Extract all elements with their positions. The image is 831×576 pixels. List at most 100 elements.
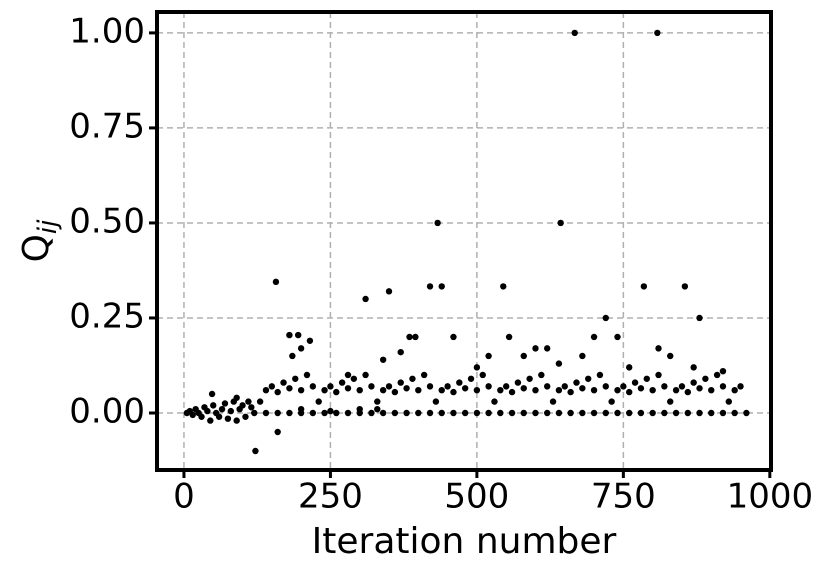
point [557, 219, 564, 227]
point [274, 409, 281, 417]
point [233, 394, 240, 401]
point [292, 375, 299, 382]
point [344, 409, 352, 417]
y-tick-label: 0.25 [69, 296, 145, 336]
point [579, 385, 586, 392]
point [590, 386, 598, 394]
point [473, 386, 481, 394]
point [637, 409, 645, 417]
point [672, 409, 680, 417]
point [303, 371, 311, 379]
point [649, 386, 656, 394]
point [631, 379, 639, 386]
point [549, 398, 557, 405]
point [262, 409, 270, 417]
point [456, 379, 463, 386]
point [227, 407, 235, 415]
point [252, 447, 259, 455]
point [684, 409, 692, 417]
point [294, 331, 302, 339]
point [532, 409, 539, 417]
point [485, 352, 492, 360]
point [344, 371, 352, 379]
point [702, 375, 709, 382]
point [579, 352, 586, 360]
point [218, 405, 226, 413]
point [444, 383, 451, 390]
point [719, 367, 727, 375]
point [661, 383, 668, 390]
point [520, 352, 527, 360]
point [696, 314, 703, 322]
point [626, 409, 633, 417]
point [620, 383, 627, 390]
point [661, 409, 668, 417]
point [708, 409, 715, 417]
point [309, 409, 317, 417]
point [286, 331, 293, 339]
point [297, 405, 305, 413]
y-tick-label: 0.00 [69, 391, 145, 431]
y-axis-label-main: Q [16, 234, 57, 262]
point [640, 283, 648, 290]
point [479, 371, 486, 379]
y-tick-label: 1.00 [69, 11, 145, 51]
point [538, 371, 545, 379]
point [280, 379, 287, 386]
point [248, 404, 255, 411]
point [450, 409, 457, 417]
point [532, 345, 539, 352]
point [210, 402, 217, 409]
point [327, 407, 334, 415]
point [571, 29, 578, 37]
x-tick-label: 0 [173, 477, 195, 517]
y-axis-label-subscript: ij [33, 219, 63, 234]
point [461, 385, 469, 392]
point [672, 386, 680, 394]
point [681, 283, 689, 290]
point [256, 398, 264, 405]
point [526, 375, 533, 382]
point [573, 379, 580, 386]
x-tick-label: 250 [298, 477, 363, 517]
point [497, 409, 504, 417]
point [514, 379, 522, 386]
point [737, 383, 744, 390]
point [450, 388, 457, 396]
point [567, 409, 574, 417]
point [690, 379, 697, 386]
point [491, 398, 498, 405]
point [696, 385, 703, 392]
point [500, 283, 507, 290]
x-axis-label: Iteration number [312, 521, 617, 562]
point [485, 383, 492, 390]
point [289, 352, 296, 360]
point [391, 388, 399, 396]
point [274, 388, 281, 396]
point [438, 283, 445, 290]
point [356, 386, 363, 394]
point [655, 345, 662, 352]
point [309, 383, 317, 390]
point [426, 283, 434, 290]
point [356, 405, 363, 413]
point [743, 409, 750, 417]
point [239, 402, 246, 409]
point [461, 409, 469, 417]
point [520, 385, 527, 392]
point [508, 388, 516, 396]
point [344, 385, 352, 392]
point [505, 333, 513, 341]
point [543, 383, 551, 390]
point [297, 345, 305, 352]
x-tick-label: 750 [591, 477, 656, 517]
point [333, 388, 340, 396]
point [406, 333, 413, 341]
point [207, 417, 214, 424]
point [315, 398, 322, 405]
point [555, 386, 563, 394]
point [415, 409, 422, 417]
point [614, 386, 621, 394]
point [403, 409, 410, 417]
